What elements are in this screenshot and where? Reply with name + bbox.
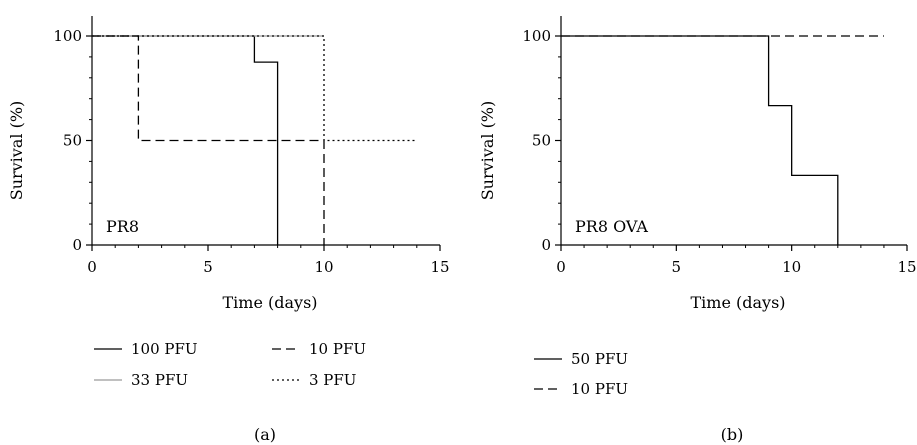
- y-tick-label: 50: [532, 132, 551, 150]
- chart-panel-1: 0 5 10 15 0 50 100 Time (days) Survival (%) PR8 10…: [7, 16, 450, 444]
- panel-caption: (b): [721, 425, 744, 444]
- legend-entry-label: 100 PFU: [131, 340, 198, 358]
- legend-entry-label: 3 PFU: [309, 371, 356, 389]
- panel-annotation: PR8 OVA: [575, 217, 648, 236]
- x-tick-label: 15: [430, 258, 449, 276]
- legend-entry-label: 10 PFU: [571, 380, 628, 398]
- legend-entry-label: 50 PFU: [571, 350, 628, 368]
- chart-panel-2: 0 5 10 15 0 50 100 Time (days) Survival (%) PR8 O…: [478, 16, 917, 444]
- legend-entry-label: 33 PFU: [131, 371, 188, 389]
- y-axis-label: Survival (%): [478, 101, 497, 201]
- series-line-3-pfu: [92, 35, 417, 142]
- panel-caption: (a): [254, 425, 276, 444]
- y-axis-label: Survival (%): [7, 101, 26, 201]
- x-tick-label: 0: [87, 258, 97, 276]
- panel-annotation: PR8: [106, 217, 139, 236]
- x-axis-label: Time (days): [222, 293, 317, 312]
- x-tick-label: 15: [897, 258, 916, 276]
- y-tick-label: 0: [541, 236, 551, 254]
- y-tick-label: 100: [53, 27, 82, 45]
- y-tick-label: 100: [522, 27, 551, 45]
- series-line-10-pfu: [92, 35, 325, 245]
- x-tick-label: 5: [203, 258, 213, 276]
- y-tick-label: 0: [72, 236, 82, 254]
- x-tick-label: 10: [314, 258, 333, 276]
- x-axis-label: Time (days): [690, 293, 785, 312]
- x-tick-label: 0: [556, 258, 566, 276]
- legend-entry-label: 10 PFU: [309, 340, 366, 358]
- y-tick-label: 50: [63, 132, 82, 150]
- series-line-50-pfu: [561, 35, 839, 245]
- x-tick-label: 10: [782, 258, 801, 276]
- x-tick-label: 5: [672, 258, 682, 276]
